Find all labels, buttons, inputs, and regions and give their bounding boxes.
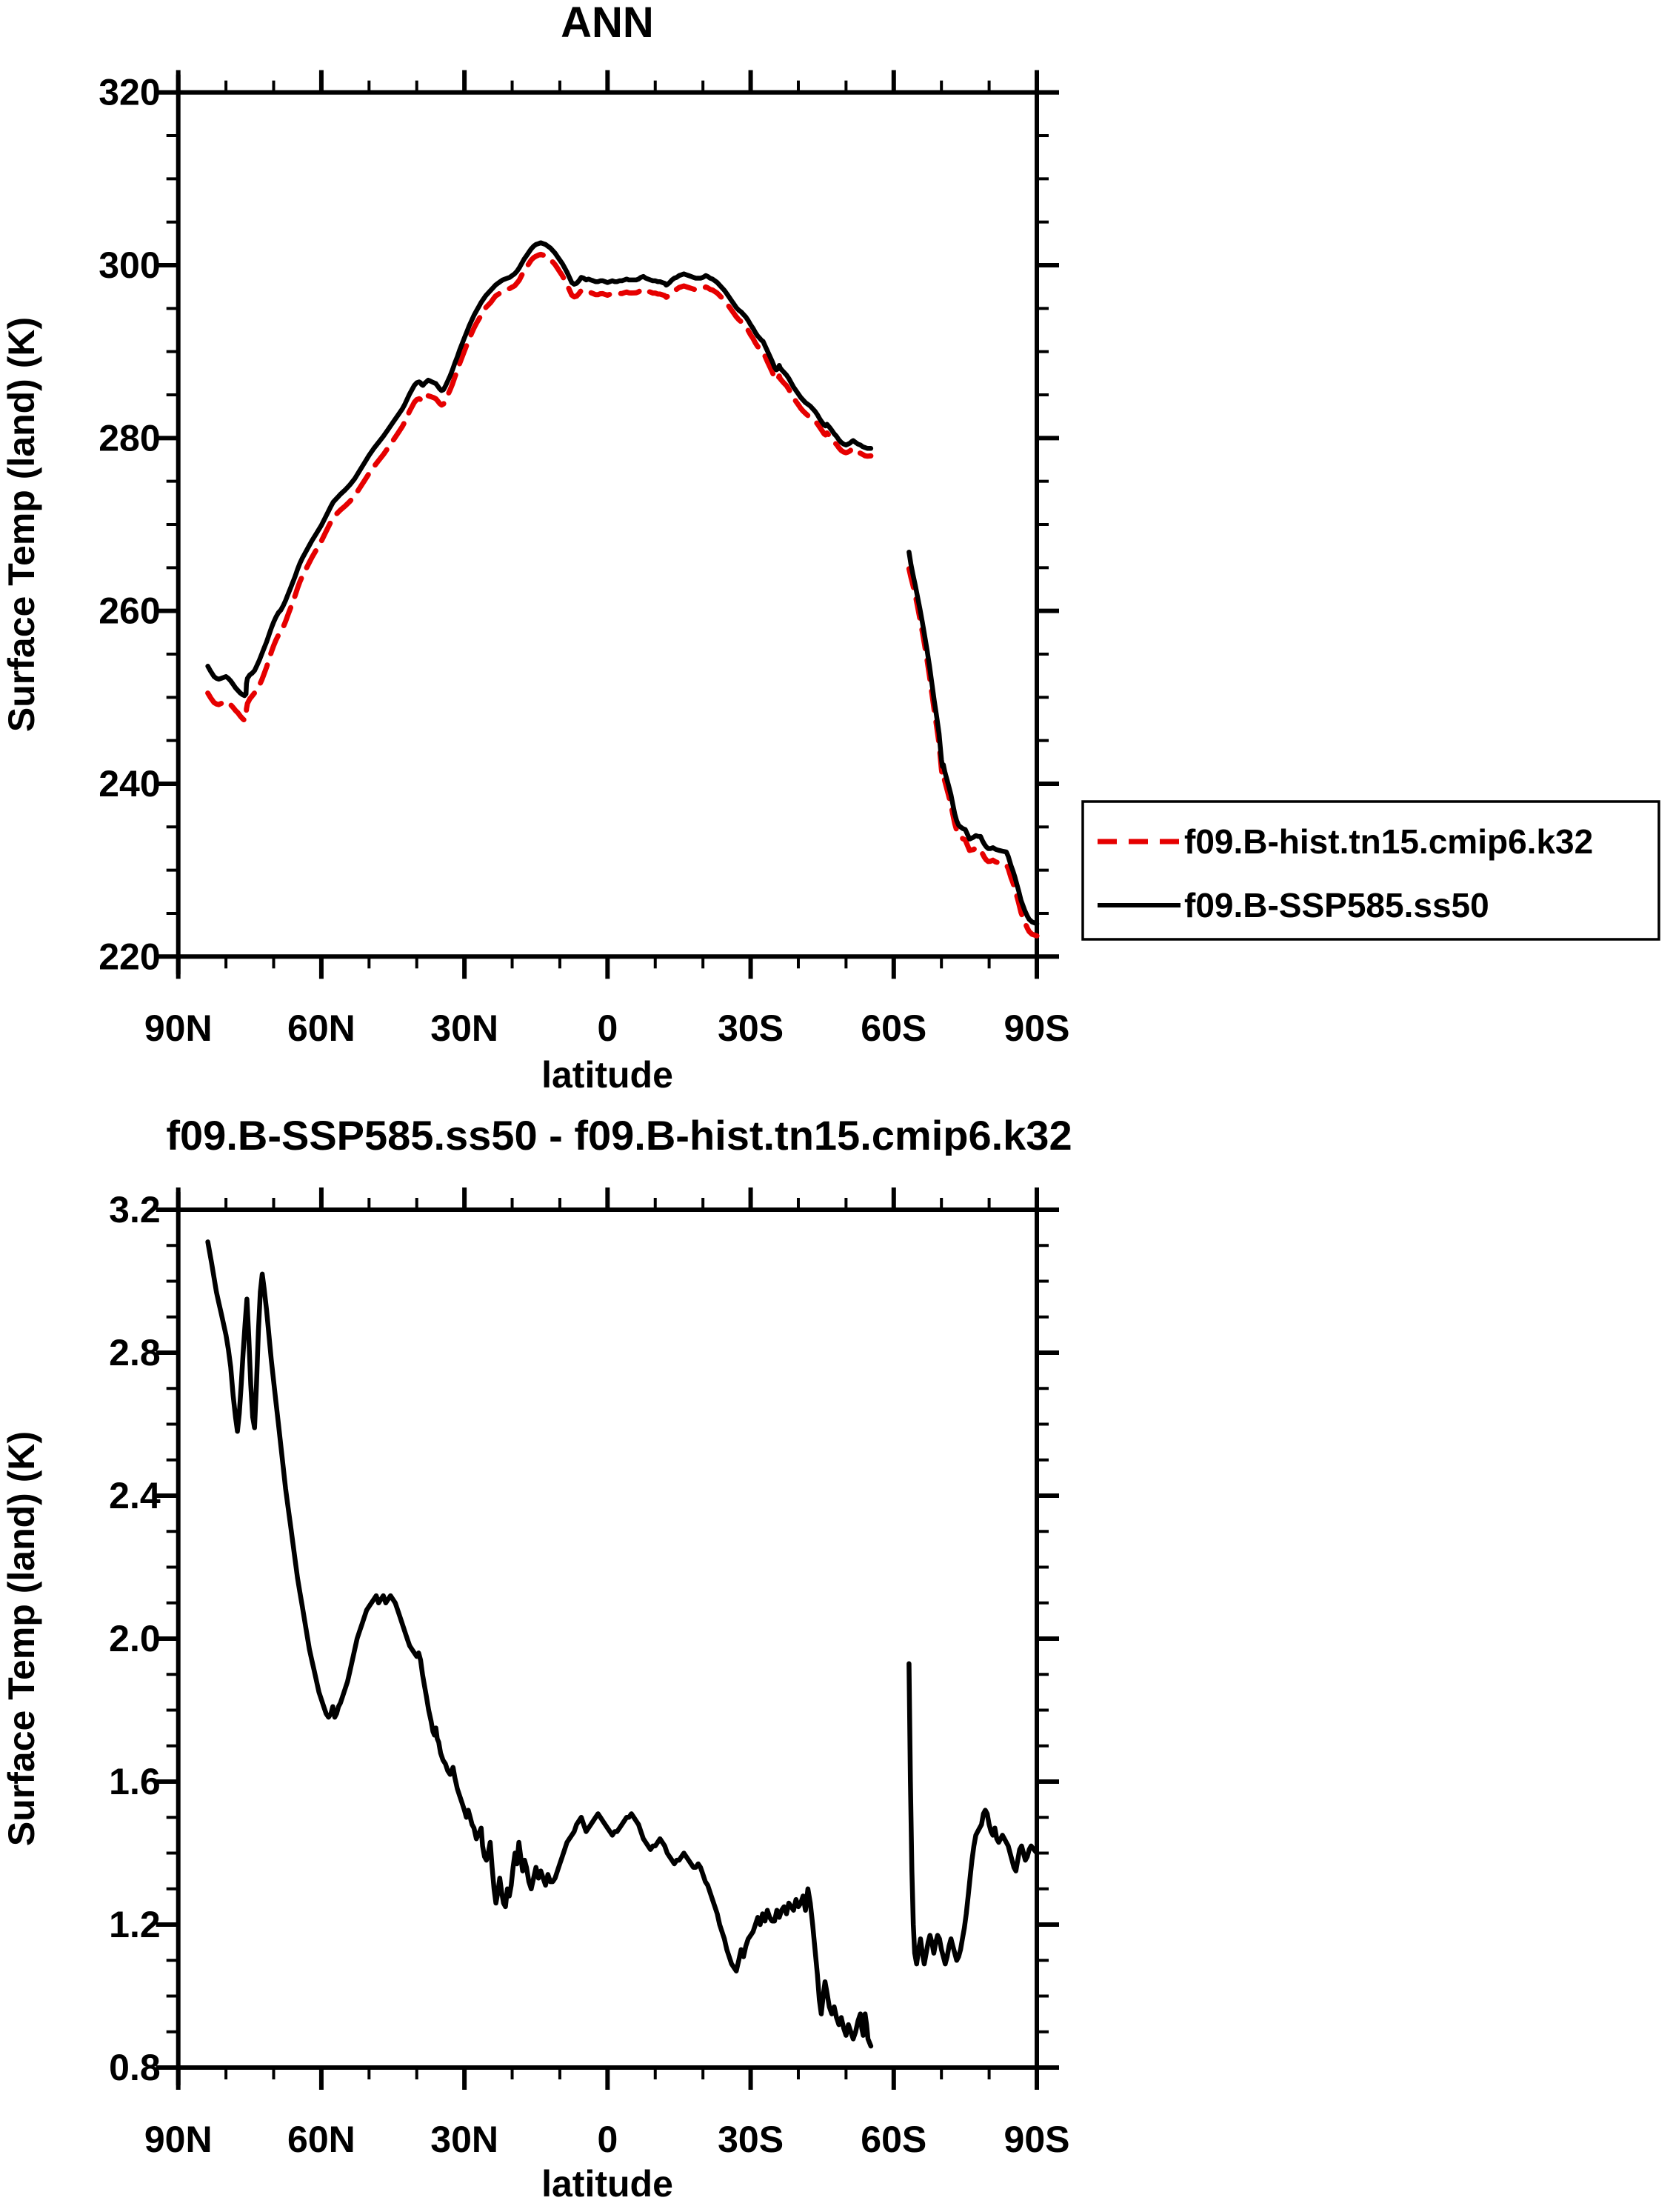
y-tick-label: 220 <box>98 936 160 977</box>
legend-label-hist: f09.B-hist.tn15.cmip6.k32 <box>1184 822 1593 861</box>
x-tick-label: 90N <box>144 1007 213 1049</box>
series-f09-b-ssp585-ss50 <box>906 550 1040 927</box>
x-tick-label: 60S <box>861 1007 926 1049</box>
y-tick-label: 2.4 <box>109 1475 161 1516</box>
diff-panel-chart: Surface Temp (land) (K) latitude 90N 60N 3… <box>1 1187 1069 2205</box>
y-axis-label-bottom: Surface Temp (land) (K) <box>1 1431 42 1846</box>
x-tick-label: 30S <box>718 1007 784 1049</box>
legend-box: f09.B-hist.tn15.cmip6.k32 f09.B-SSP585.s… <box>1081 800 1660 941</box>
y-tick-label: 300 <box>98 244 160 286</box>
x-tick-label: 30S <box>718 2119 784 2160</box>
legend-item-ssp585: f09.B-SSP585.ss50 <box>1098 886 1489 925</box>
x-tick-label: 90S <box>1004 2119 1070 2160</box>
x-axis-label-bottom: latitude <box>541 2163 673 2205</box>
x-tick-label: 30N <box>430 1007 498 1049</box>
y-tick-label: 280 <box>98 417 160 459</box>
x-tick-label: 0 <box>597 1007 618 1049</box>
y-tick-label: 3.2 <box>109 1189 161 1230</box>
x-tick-label: 60N <box>287 2119 355 2160</box>
y-tick-label: 1.2 <box>109 1904 161 1945</box>
x-tick-label: 90N <box>144 2119 213 2160</box>
y-tick-label: 240 <box>98 763 160 804</box>
y-tick-label: 2.8 <box>109 1332 161 1373</box>
series-difference <box>906 1661 1040 1967</box>
legend-frame <box>1081 800 1660 941</box>
series-f09-b-hist-tn15-cmip6-k32 <box>205 251 874 723</box>
y-axis-label-top: Surface Temp (land) (K) <box>1 317 42 732</box>
diff-panel-title: f09.B-SSP585.ss50 - f09.B-hist.tn15.cmip… <box>166 1112 1072 1156</box>
y-tick-label: 260 <box>98 590 160 632</box>
ann-plot-area: 90N 60N 30N 0 30S 60S 90S 220 240 260 280 300 320 <box>98 70 1069 1049</box>
x-axis-label-top: latitude <box>541 1054 673 1096</box>
x-tick-label: 0 <box>597 2119 618 2160</box>
series-f09-b-ssp585-ss50 <box>205 240 874 699</box>
x-tick-label: 60S <box>861 2119 926 2160</box>
y-tick-label: 1.6 <box>109 1761 161 1802</box>
ann-panel-title: ANN <box>561 0 654 47</box>
series-difference <box>205 1239 874 2049</box>
legend-label-ssp585: f09.B-SSP585.ss50 <box>1184 886 1489 925</box>
y-tick-label: 0.8 <box>109 2047 161 2088</box>
legend-item-hist: f09.B-hist.tn15.cmip6.k32 <box>1098 822 1593 861</box>
ann-panel-chart: ANN Surface Temp (land) (K) latitude 90N… <box>1 0 1660 1156</box>
y-tick-label: 320 <box>98 72 160 113</box>
y-tick-label: 2.0 <box>109 1618 161 1659</box>
x-tick-label: 60N <box>287 1007 355 1049</box>
diff-plot-area: 90N 60N 30N 0 30S 60S 90S 0.8 1.2 1.6 2.0 2.4 2.8 3.2 <box>109 1187 1069 2160</box>
x-tick-label: 30N <box>430 2119 498 2160</box>
x-tick-label: 90S <box>1004 1007 1070 1049</box>
